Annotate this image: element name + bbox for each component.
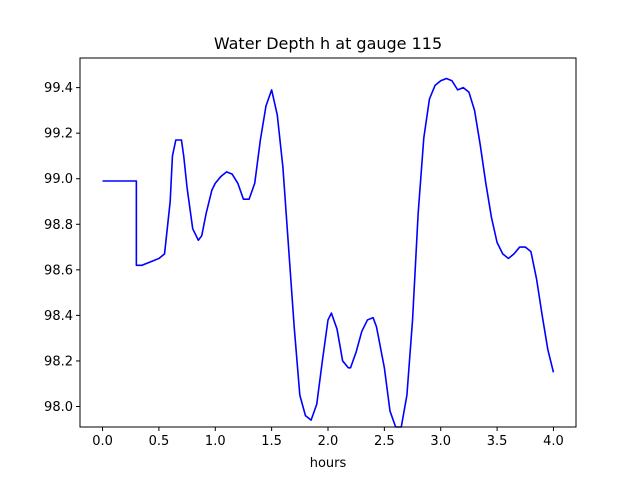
x-tick-label: 4.0 <box>543 434 564 449</box>
y-tick-label: 98.6 <box>44 263 73 278</box>
series-line-0 <box>102 77 555 428</box>
x-tick-label: 2.0 <box>318 434 339 449</box>
x-tick-label: 2.5 <box>374 434 395 449</box>
y-tick-label: 98.4 <box>44 309 73 324</box>
x-tick-label: 1.0 <box>205 434 226 449</box>
x-tick-label: 0.5 <box>149 434 170 449</box>
x-axis-label: hours <box>310 456 347 471</box>
x-tick-label: 1.5 <box>261 434 282 449</box>
x-tick-label: 3.0 <box>430 434 451 449</box>
y-tick-label: 98.0 <box>44 400 73 415</box>
y-tick-label: 99.0 <box>44 172 73 187</box>
y-axis: 98.0 98.2 98.4 98.6 98.8 99.0 99.2 99.4 <box>44 81 80 415</box>
x-tick-label: 3.5 <box>487 434 508 449</box>
y-tick-label: 98.2 <box>44 354 73 369</box>
y-tick-label: 98.8 <box>44 218 73 233</box>
plot-area <box>102 77 555 428</box>
x-tick-label: 0.0 <box>92 434 113 449</box>
y-tick-label: 99.2 <box>44 127 73 142</box>
x-axis: 0.0 0.5 1.0 1.5 2.0 2.5 3.0 3.5 4.0 <box>92 427 564 449</box>
y-tick-label: 99.4 <box>44 81 73 96</box>
chart-title: Water Depth h at gauge 115 <box>214 34 442 53</box>
